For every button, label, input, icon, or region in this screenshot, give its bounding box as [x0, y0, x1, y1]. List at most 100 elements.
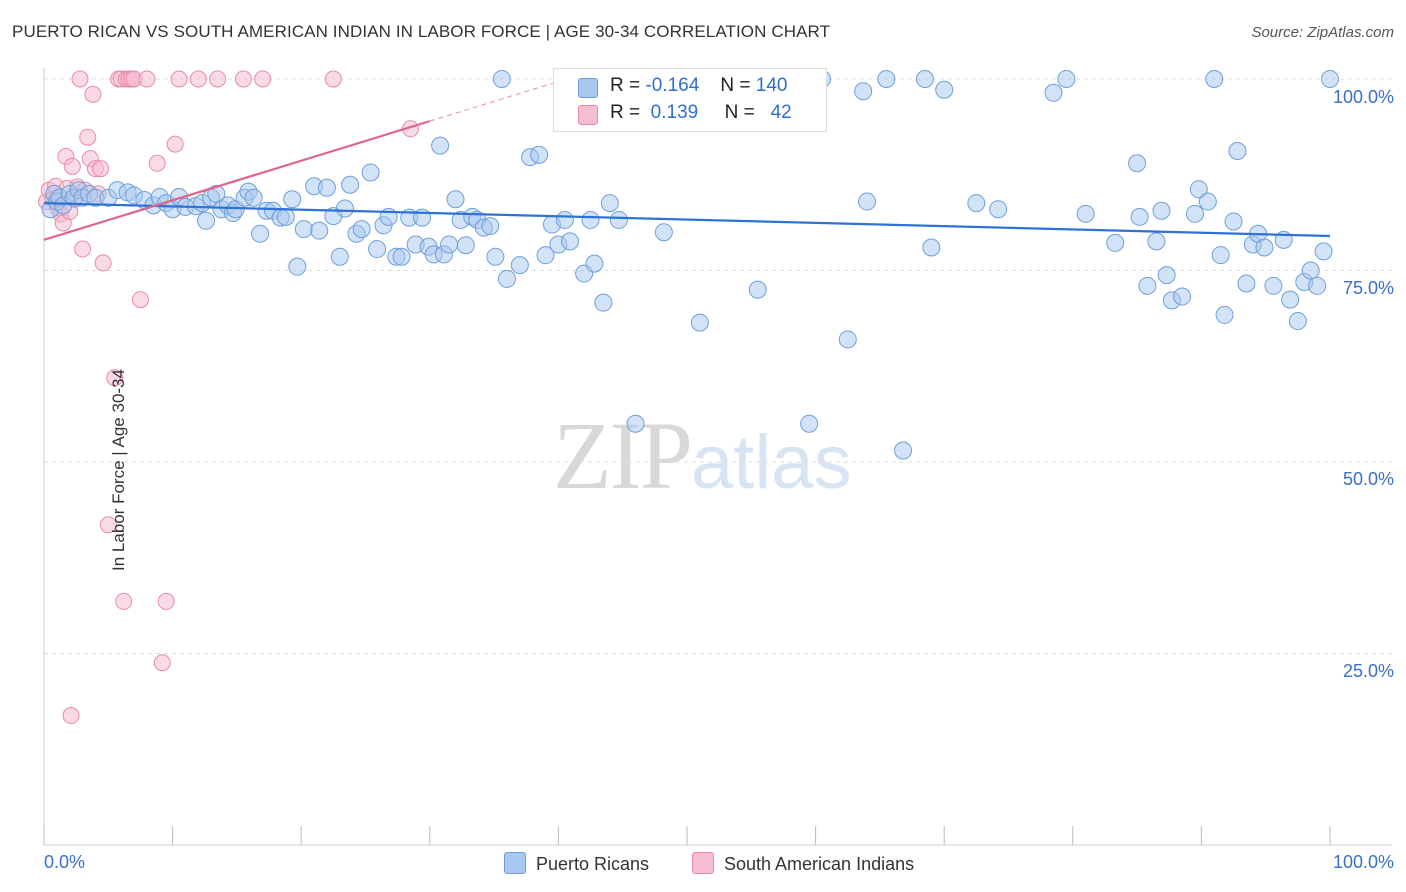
puerto-rican-point [283, 190, 302, 209]
watermark: ZIPatlas [553, 400, 852, 511]
puerto-rican-point [560, 232, 579, 251]
puerto-rican-point [854, 82, 873, 101]
x-tick-label-min: 0.0% [44, 852, 86, 872]
legend-r-label: R = [610, 75, 641, 96]
south-american-indian-point [170, 70, 188, 88]
puerto-rican-point [800, 414, 819, 433]
puerto-rican-point [922, 238, 941, 257]
grid-lines [44, 78, 1392, 654]
legend-r-value: 0.139 [650, 102, 699, 123]
puerto-rican-point [492, 70, 511, 88]
puerto-rican-point [341, 175, 360, 194]
puerto-rican-point [368, 240, 387, 259]
south-american-indian-point [92, 160, 110, 178]
south-american-indian-point [209, 70, 227, 88]
puerto-rican-point [1281, 290, 1300, 309]
puerto-rican-point [456, 236, 475, 255]
legend-swatch-pink [578, 105, 598, 125]
puerto-rican-point [1147, 232, 1166, 251]
x-tick-label-max: 100.0% [1332, 852, 1394, 872]
legend-n-label: N = [724, 102, 755, 123]
puerto-rican-point [251, 224, 270, 243]
south-american-indian-point [71, 70, 89, 88]
series-south-american-indians-points [38, 70, 420, 725]
puerto-rican-point [858, 192, 877, 211]
south-american-indian-point [84, 85, 102, 103]
south-american-indian-point [106, 369, 124, 387]
south-american-indian-point [99, 516, 117, 534]
puerto-rican-point [1288, 312, 1307, 331]
south-american-indian-point [115, 592, 133, 610]
puerto-rican-point [1264, 276, 1283, 295]
puerto-rican-point [1185, 204, 1204, 223]
puerto-rican-point [654, 223, 673, 242]
south-american-indian-point [74, 240, 92, 258]
south-american-indian-point [138, 70, 156, 88]
puerto-rican-point [446, 190, 465, 209]
y-tick-label-25: 25.0% [1342, 661, 1394, 681]
stats-legend: R = -0.164 N = 140 R = 0.139 N = 42 [553, 68, 827, 132]
legend-n-value: 140 [755, 75, 788, 96]
trend-lines [43, 81, 1331, 241]
puerto-rican-point [497, 269, 516, 288]
south-american-indian-point [189, 70, 207, 88]
y-axis-label: In Labor Force | Age 30-34 [108, 369, 128, 571]
puerto-rican-point [1308, 276, 1327, 295]
puerto-rican-point [581, 210, 600, 229]
puerto-rican-point [197, 211, 216, 230]
puerto-rican-point [1215, 305, 1234, 324]
puerto-rican-point [317, 178, 336, 197]
south-american-indian-point [94, 254, 112, 272]
puerto-rican-point [288, 257, 307, 276]
south-american-indian-point [234, 70, 252, 88]
puerto-rican-point [1152, 201, 1171, 220]
puerto-rican-point [510, 256, 529, 275]
puerto-rican-point [1044, 83, 1063, 102]
south-american-indian-point [79, 128, 97, 146]
puerto-rican-point [1321, 70, 1339, 88]
puerto-rican-point [1211, 246, 1230, 265]
south-american-indian-point [153, 654, 171, 672]
puerto-rican-point [294, 220, 313, 239]
south-american-indians-trend-extension [429, 81, 559, 122]
legend-r-value: -0.164 [645, 75, 700, 96]
puerto-rican-point [352, 220, 371, 239]
south-american-indian-point [62, 707, 80, 725]
bottom-legend-label: South American Indians [724, 854, 915, 874]
y-tick-label-50: 50.0% [1342, 469, 1394, 489]
puerto-rican-point [536, 246, 555, 265]
puerto-rican-point [486, 247, 505, 266]
puerto-rican-point [1224, 212, 1243, 231]
legend-n-label: N = [720, 75, 751, 96]
puerto-rican-point [600, 194, 619, 213]
legend-swatch-blue [578, 78, 598, 98]
puerto-ricans-trend-line [43, 201, 1331, 238]
puerto-rican-point [1301, 261, 1320, 280]
puerto-rican-point [392, 247, 411, 266]
bottom-legend-puerto-ricans: Puerto Ricans [504, 852, 649, 875]
puerto-rican-point [626, 414, 645, 433]
watermark-zip: ZIP [553, 402, 693, 509]
puerto-rican-point [440, 235, 459, 254]
puerto-rican-point [276, 207, 295, 226]
south-american-indian-point [157, 592, 175, 610]
puerto-rican-point [1198, 192, 1217, 211]
source-label: Source: ZipAtlas.com [1251, 24, 1394, 41]
puerto-rican-point [1130, 207, 1149, 226]
south-american-indian-point [131, 291, 149, 309]
puerto-rican-point [594, 293, 613, 312]
puerto-rican-point [838, 330, 857, 349]
puerto-rican-point [935, 80, 954, 99]
puerto-rican-point [244, 188, 263, 207]
south-american-indian-point [63, 157, 81, 175]
puerto-rican-point [1128, 154, 1147, 173]
puerto-rican-point [585, 254, 604, 273]
bottom-legend-swatch-pink [692, 852, 714, 874]
puerto-rican-point [361, 163, 380, 182]
puerto-rican-point [1138, 276, 1157, 295]
y-tick-label-75: 75.0% [1342, 278, 1394, 298]
puerto-rican-point [310, 221, 329, 240]
puerto-rican-point [989, 200, 1008, 219]
south-american-indians-trend-line [43, 120, 431, 241]
puerto-rican-point [335, 199, 354, 218]
